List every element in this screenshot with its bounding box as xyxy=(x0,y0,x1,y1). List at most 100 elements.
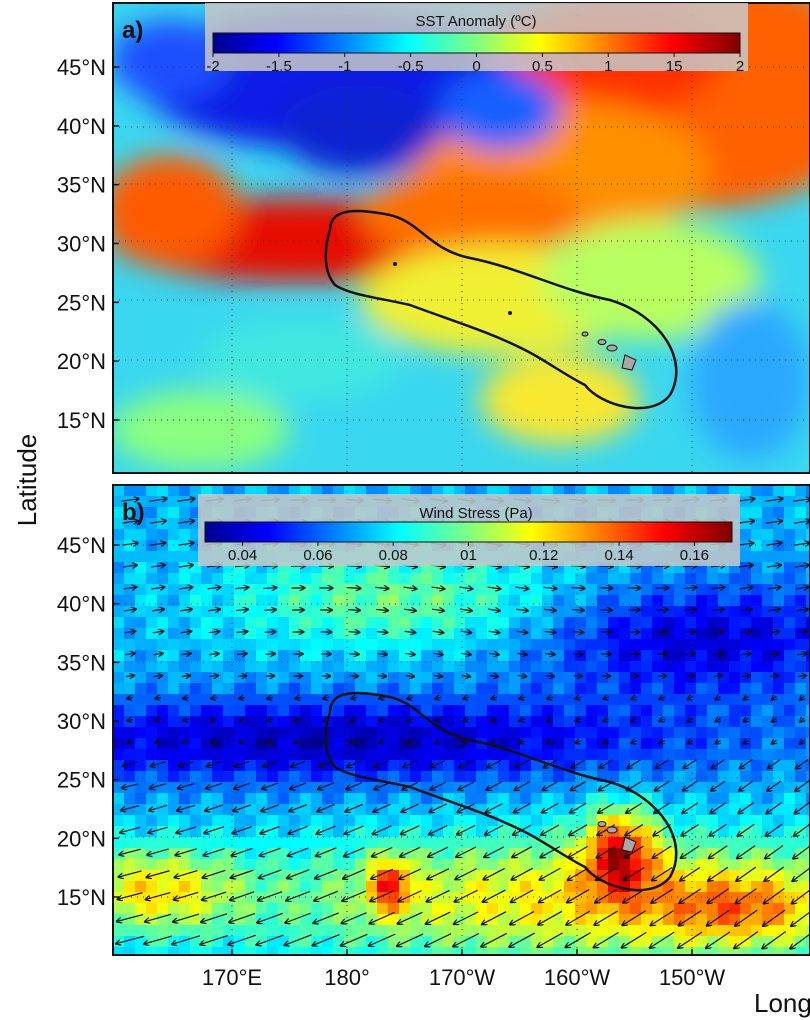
wind-stress-cell xyxy=(751,892,763,904)
wind-stress-cell xyxy=(553,914,565,926)
wind-stress-cell xyxy=(751,914,763,926)
wind-stress-cell xyxy=(113,639,125,651)
wind-vector-arrow xyxy=(407,719,414,720)
wind-stress-cell xyxy=(399,650,411,662)
wind-stress-cell xyxy=(674,793,686,805)
wind-stress-cell xyxy=(113,496,125,508)
wind-stress-cell xyxy=(366,793,378,805)
wind-stress-cell xyxy=(443,606,455,618)
wind-stress-cell xyxy=(729,694,741,706)
wind-stress-cell xyxy=(212,892,224,904)
wind-stress-cell xyxy=(806,683,810,695)
wind-stress-cell xyxy=(245,903,257,915)
wind-stress-cell xyxy=(333,661,345,673)
wind-vector-arrow xyxy=(435,697,442,699)
wind-stress-cell xyxy=(531,716,543,728)
wind-stress-cell xyxy=(366,936,378,948)
wind-stress-cell xyxy=(124,562,136,574)
wind-stress-cell xyxy=(696,749,708,761)
wind-stress-cell xyxy=(773,661,785,673)
wind-stress-cell xyxy=(344,947,356,955)
wind-stress-cell xyxy=(223,936,235,948)
wind-stress-cell xyxy=(322,859,334,871)
wind-stress-cell xyxy=(487,782,499,794)
wind-stress-cell xyxy=(498,925,510,937)
wind-stress-cell xyxy=(135,529,147,541)
wind-stress-cell xyxy=(498,826,510,838)
wind-vector-arrow xyxy=(713,676,722,677)
wind-stress-cell xyxy=(388,870,400,882)
wind-stress-cell xyxy=(652,705,664,717)
wind-stress-cell xyxy=(245,859,257,871)
wind-stress-cell xyxy=(201,485,213,497)
wind-stress-cell xyxy=(586,683,598,695)
wind-vector-arrow xyxy=(538,910,563,924)
wind-stress-cell xyxy=(553,705,565,717)
wind-stress-cell xyxy=(608,892,620,904)
wind-stress-cell xyxy=(520,925,532,937)
wind-stress-cell xyxy=(619,859,631,871)
wind-vector-arrow xyxy=(792,889,810,903)
wind-stress-cell xyxy=(256,903,268,915)
wind-stress-cell xyxy=(586,584,598,596)
wind-stress-cell xyxy=(245,936,257,948)
wind-stress-cell xyxy=(135,925,147,937)
wind-stress-cell xyxy=(179,782,191,794)
wind-vector-arrow xyxy=(707,909,730,925)
wind-stress-cell xyxy=(498,727,510,739)
wind-stress-cell xyxy=(245,782,257,794)
wind-stress-cell xyxy=(234,881,246,893)
wind-stress-cell xyxy=(212,573,224,585)
wind-stress-cell xyxy=(212,870,224,882)
wind-stress-cell xyxy=(190,947,202,955)
wind-stress-cell xyxy=(498,694,510,706)
wind-stress-cell xyxy=(366,738,378,750)
wind-vector-arrow xyxy=(491,697,498,699)
wind-stress-cell xyxy=(146,683,158,695)
wind-stress-cell xyxy=(190,573,202,585)
wind-stress-cell xyxy=(652,760,664,772)
wind-vector-arrow xyxy=(772,718,777,722)
wind-stress-cell xyxy=(784,859,796,871)
wind-vector-arrow xyxy=(183,741,190,742)
wind-stress-cell xyxy=(740,782,752,794)
wind-stress-cell xyxy=(663,606,675,618)
wind-stress-cell xyxy=(718,661,730,673)
wind-stress-cell xyxy=(289,485,301,497)
wind-stress-cell xyxy=(795,639,807,651)
wind-stress-cell xyxy=(355,892,367,904)
wind-stress-cell xyxy=(300,793,312,805)
wind-stress-cell xyxy=(509,881,521,893)
wind-stress-cell xyxy=(476,573,488,585)
wind-stress-cell xyxy=(707,485,719,497)
wind-stress-cell xyxy=(630,870,642,882)
wind-stress-cell xyxy=(553,793,565,805)
wind-stress-cell xyxy=(773,716,785,728)
wind-stress-cell xyxy=(586,606,598,618)
wind-vector-arrow xyxy=(260,847,281,856)
wind-stress-cell xyxy=(399,727,411,739)
wind-stress-cell xyxy=(685,782,697,794)
wind-stress-cell xyxy=(751,496,763,508)
wind-stress-cell xyxy=(168,727,180,739)
wind-vector-arrow xyxy=(345,803,363,811)
wind-stress-cell xyxy=(311,947,323,955)
wind-stress-cell xyxy=(487,947,499,955)
wind-vector-arrow xyxy=(118,892,143,899)
wind-stress-cell xyxy=(410,881,422,893)
wind-stress-cell xyxy=(795,771,807,783)
wind-stress-cell xyxy=(289,749,301,761)
wind-stress-cell xyxy=(201,738,213,750)
wind-stress-cell xyxy=(157,584,169,596)
wind-stress-cell xyxy=(696,815,708,827)
wind-stress-cell xyxy=(674,881,686,893)
wind-stress-cell xyxy=(773,639,785,651)
wind-stress-cell xyxy=(597,705,609,717)
wind-stress-cell xyxy=(289,771,301,783)
wind-vector-arrow xyxy=(454,911,479,924)
wind-stress-cell xyxy=(586,694,598,706)
wind-stress-cell xyxy=(113,727,125,739)
wind-vector-arrow xyxy=(762,931,787,949)
wind-stress-cell xyxy=(784,507,796,519)
wind-stress-cell xyxy=(146,507,158,519)
